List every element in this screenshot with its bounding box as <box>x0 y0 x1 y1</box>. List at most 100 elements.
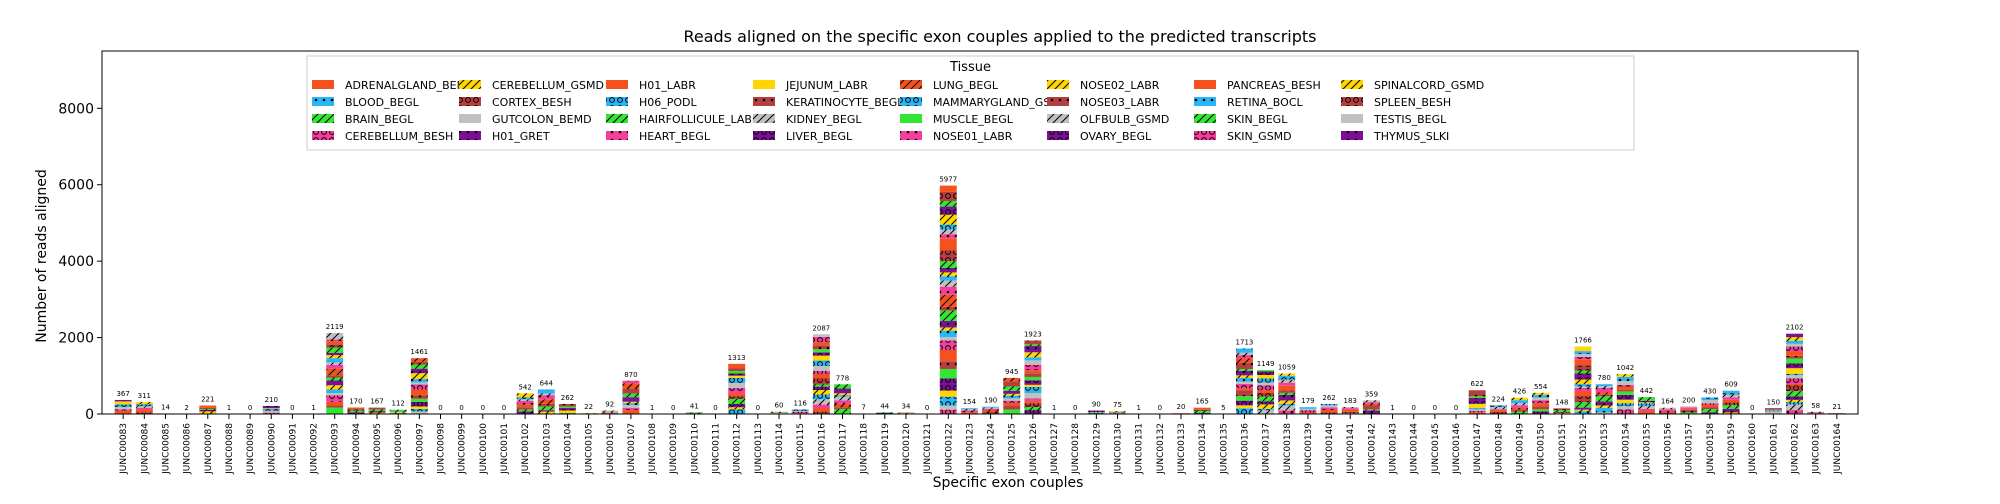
bar-value-label: 426 <box>1513 388 1527 396</box>
bar-segment <box>1575 357 1592 360</box>
bar-segment <box>1575 351 1592 354</box>
bar-segment <box>517 405 534 408</box>
bar-segment <box>940 331 957 337</box>
x-tick-label: JUNC00089 <box>246 423 256 475</box>
x-tick-label: JUNC00152 <box>1579 423 1589 475</box>
bar-segment <box>728 383 745 388</box>
x-tick-label: JUNC00140 <box>1325 423 1335 475</box>
bar-segment <box>559 407 576 408</box>
bar-value-label: 20 <box>1177 403 1186 411</box>
bar-segment <box>1236 355 1253 358</box>
bar-segment <box>1659 409 1676 411</box>
bar-segment <box>1532 393 1549 395</box>
bar-segment <box>940 268 957 272</box>
bar-segment <box>1003 386 1020 390</box>
bar-segment <box>1257 390 1274 393</box>
bar-JUNC00150 <box>1532 393 1549 414</box>
bar-segment <box>411 379 428 382</box>
bar-value-label: 2119 <box>326 323 344 331</box>
bar-segment <box>940 230 957 235</box>
bar-value-label: 21 <box>1832 403 1841 411</box>
x-tick-label: JUNC00126 <box>1029 423 1039 475</box>
legend-label: CEREBELLUM_BESH <box>345 130 453 143</box>
legend-swatch <box>1047 114 1069 123</box>
bar-segment <box>728 378 745 383</box>
bar-segment <box>1236 405 1253 408</box>
bar-value-label: 0 <box>248 404 252 412</box>
bar-segment <box>1003 406 1020 410</box>
bar-segment <box>1257 409 1274 410</box>
bar-segment <box>1596 392 1613 394</box>
bar-segment <box>411 406 428 409</box>
bar-JUNC00097 <box>411 358 428 414</box>
bar-segment <box>1024 344 1041 346</box>
bar-segment <box>538 407 555 411</box>
bar-segment <box>1321 407 1338 410</box>
bar-value-label: 210 <box>265 396 278 404</box>
x-axis-label: Specific exon couples <box>933 475 1084 491</box>
bar-JUNC00087 <box>199 406 216 414</box>
bar-value-label: 183 <box>1344 397 1357 405</box>
bar-segment <box>1024 352 1041 357</box>
x-tick-label: JUNC00159 <box>1727 423 1737 475</box>
bar-segment <box>686 413 703 414</box>
bar-segment <box>411 402 428 406</box>
bar-segment <box>622 389 639 394</box>
bar-segment <box>369 411 386 413</box>
bar-segment <box>1617 385 1634 387</box>
bar-segment <box>1003 396 1020 399</box>
y-tick-label: 8000 <box>58 101 94 117</box>
bar-segment <box>115 407 132 409</box>
legend-swatch <box>753 131 775 140</box>
legend-swatch <box>312 131 334 140</box>
bar-segment <box>1109 411 1126 412</box>
bar-segment <box>728 407 745 409</box>
bar-value-label: 7 <box>861 404 865 412</box>
bar-segment <box>1723 405 1740 409</box>
bar-value-label: 221 <box>201 396 214 404</box>
bar-segment <box>559 408 576 410</box>
bar-segment <box>728 364 745 369</box>
bar-JUNC00122 <box>940 186 957 414</box>
legend-swatch <box>312 80 334 89</box>
bar-JUNC00142 <box>1363 400 1380 414</box>
x-tick-label: JUNC00085 <box>161 423 171 475</box>
bar-segment <box>1765 410 1782 411</box>
legend-swatch <box>1047 80 1069 89</box>
legend-label: H06_PODL <box>639 96 698 109</box>
bar-value-label: 262 <box>561 394 574 402</box>
x-tick-label: JUNC00125 <box>1008 423 1018 475</box>
legend-swatch <box>1194 131 1216 140</box>
bar-segment <box>263 406 280 408</box>
bar-value-label: 1 <box>1136 404 1140 412</box>
legend-label: NOSE03_LABR <box>1080 96 1160 109</box>
bar-segment <box>136 406 153 408</box>
legend-swatch <box>312 114 334 123</box>
bar-segment <box>517 409 534 411</box>
bar-segment <box>813 356 830 361</box>
bar-segment <box>1257 385 1274 390</box>
bar-segment <box>1278 393 1295 395</box>
bar-segment <box>728 374 745 376</box>
bar-value-label: 0 <box>1411 404 1415 412</box>
bar-segment <box>1024 380 1041 385</box>
legend-label: SKIN_GSMD <box>1227 130 1292 143</box>
bar-segment <box>347 408 364 410</box>
bar-segment <box>940 327 957 330</box>
legend-label: H01_GRET <box>492 130 550 143</box>
bar-segment <box>411 390 428 396</box>
x-tick-label: JUNC00091 <box>288 423 298 475</box>
bar-value-label: 90 <box>1092 401 1101 409</box>
bar-segment <box>728 396 745 399</box>
bar-segment <box>1236 375 1253 378</box>
bar-segment <box>1257 401 1274 404</box>
bar-segment <box>1278 383 1295 386</box>
bar-segment <box>1786 378 1803 384</box>
bar-segment <box>940 311 957 321</box>
x-tick-label: JUNC00099 <box>458 423 468 475</box>
x-tick-label: JUNC00084 <box>140 423 150 475</box>
x-tick-label: JUNC00107 <box>627 423 637 475</box>
bar-segment <box>622 410 639 414</box>
bar-segment <box>834 393 851 395</box>
bar-segment <box>1003 381 1020 386</box>
